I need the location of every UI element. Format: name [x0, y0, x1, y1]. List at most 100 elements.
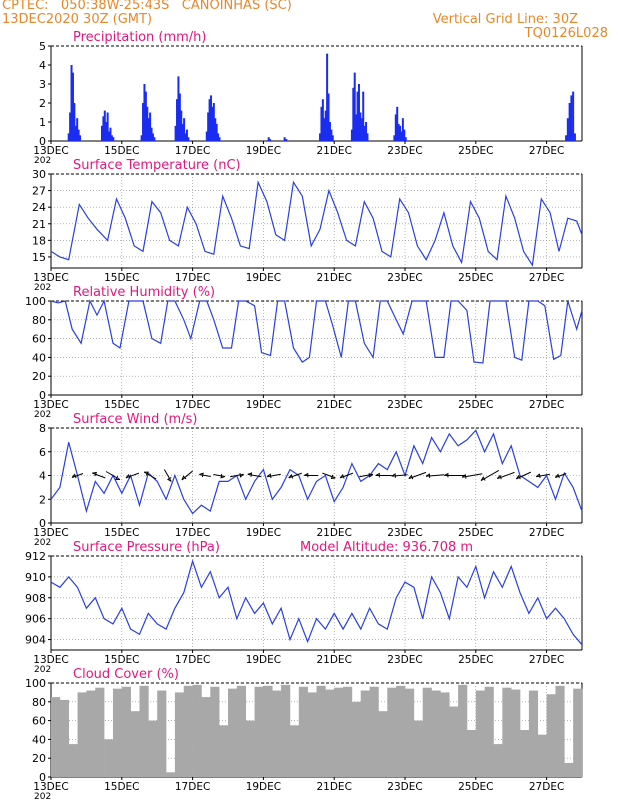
cloud-bar	[289, 725, 300, 777]
y-tick-label: 1	[39, 116, 46, 129]
cloud-bar	[564, 762, 574, 777]
precip-bar	[326, 53, 329, 141]
x-tick-label: 27DEC	[529, 145, 564, 157]
cloud-bar	[263, 685, 273, 777]
wind-vector-head	[304, 472, 309, 478]
cloud-bar	[484, 686, 494, 777]
x-tick-label: 15DEC	[104, 527, 139, 539]
cloud-bar	[351, 701, 362, 777]
precip-bar	[67, 133, 70, 141]
cloud-bar	[272, 690, 282, 777]
y-tick-label: 27	[32, 185, 46, 198]
precip-bar	[331, 135, 334, 141]
x-tick-label: 17DEC	[175, 399, 210, 411]
precip-bar	[283, 137, 286, 141]
x-tick-label: 21DEC	[316, 145, 351, 157]
x-year-label: 202	[34, 665, 51, 675]
cloud-bar	[334, 687, 344, 777]
precip-bar	[319, 133, 322, 141]
wind-vector-head	[239, 472, 244, 478]
x-tick-label: 25DEC	[458, 145, 493, 157]
cloud-bar	[148, 720, 158, 777]
precip-bar	[105, 122, 108, 141]
y-tick-label: 40	[32, 351, 46, 364]
cloud-bar	[502, 687, 512, 777]
cloud-bar	[121, 686, 131, 777]
precip-bar	[144, 91, 147, 141]
cloud-bar	[307, 692, 317, 777]
precip-bar	[393, 135, 396, 141]
y-tick-label: 80	[32, 696, 46, 709]
wind-vector-head	[339, 473, 345, 479]
x-tick-label: 27DEC	[529, 654, 564, 666]
cloud-bar	[86, 690, 96, 777]
wind-vector	[359, 473, 373, 478]
precip-bar	[77, 129, 80, 141]
x-tick-label: 17DEC	[175, 781, 210, 793]
wind-vector-head	[425, 473, 431, 478]
cloud-bar	[51, 697, 61, 777]
y-tick-label: 2	[39, 97, 46, 110]
y-tick-label: 24	[32, 201, 46, 214]
wind-vector	[555, 473, 567, 478]
series-line	[50, 429, 583, 515]
precip-bar	[177, 76, 180, 141]
precip-bar	[568, 103, 571, 141]
wind-vector-head	[288, 473, 294, 479]
cloud-bar	[245, 720, 255, 777]
x-tick-label: 25DEC	[458, 781, 493, 793]
precip-bar	[566, 118, 569, 141]
precip-bar	[151, 133, 154, 141]
precip-bar	[269, 139, 272, 141]
x-tick-label: 27DEC	[529, 527, 564, 539]
y-tick-label: 0	[39, 771, 46, 784]
cloud-bar	[422, 687, 432, 777]
precip-bar	[397, 123, 400, 141]
cloud-bar	[59, 699, 69, 777]
precip-bar	[218, 137, 221, 141]
precip-bar	[573, 133, 576, 141]
precip-bar	[100, 125, 103, 141]
y-tick-label: 908	[25, 592, 46, 605]
panel-title: Relative Humidity (%)	[73, 285, 215, 300]
cloud-bar	[387, 687, 397, 777]
wind-vector-head	[330, 474, 336, 480]
cloud-bar	[493, 744, 503, 777]
y-tick-label: 20	[32, 752, 46, 765]
precip-bar	[109, 127, 112, 141]
wind-vector	[92, 472, 106, 479]
y-tick-label: 912	[25, 550, 46, 563]
x-tick-label: 15DEC	[104, 399, 139, 411]
wind-vector-head	[166, 477, 172, 482]
wind-vector-head	[144, 471, 149, 476]
wind-vector-head	[368, 472, 374, 478]
x-tick-label: 27DEC	[529, 781, 564, 793]
cloud-bar	[316, 685, 326, 777]
wind-vector	[247, 473, 262, 478]
wind-vector-head	[220, 473, 226, 479]
cloud-bar	[139, 685, 149, 777]
wind-vector	[339, 472, 354, 479]
precip-bar	[214, 118, 217, 141]
wind-vector	[181, 470, 193, 481]
precip-bar	[355, 114, 358, 141]
precip-bar	[183, 118, 186, 141]
precip-bar	[396, 106, 399, 141]
series-line	[50, 299, 583, 364]
precip-bar	[70, 65, 73, 141]
cloud-bar	[413, 720, 423, 777]
vertical-grid-note: Vertical Grid Line: 30Z	[432, 12, 578, 27]
cloud-bar	[466, 730, 477, 777]
wind-vector	[425, 474, 445, 477]
y-tick-label: 6	[39, 446, 46, 459]
precip-bar	[350, 129, 353, 141]
wind-vector	[322, 472, 336, 479]
precip-bar	[362, 91, 365, 141]
precip-bar	[363, 125, 366, 141]
precip-bar	[366, 133, 369, 141]
precip-bar	[210, 95, 213, 141]
wind-vector-head	[375, 472, 380, 478]
precip-bar	[215, 123, 218, 141]
precip-bar	[352, 87, 355, 141]
wind-vector	[536, 473, 550, 478]
